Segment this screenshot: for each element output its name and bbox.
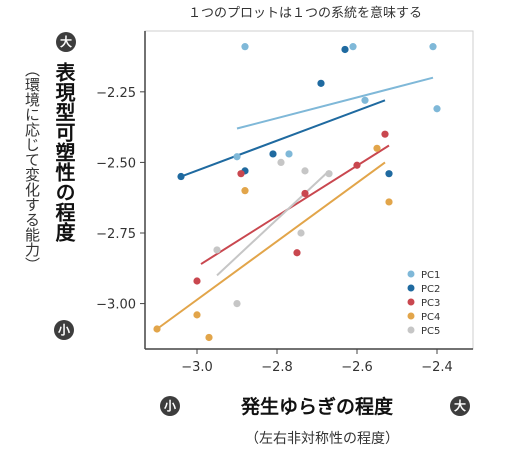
legend-label-pc2: PC2: [421, 284, 440, 295]
pc3-fit-line: [200, 144, 390, 265]
pc5-point: [297, 229, 305, 237]
plot-area: −3.0 −2.8 −2.6 −2.4 −2.25 −2.50 −2.75 −3.00: [96, 30, 474, 375]
pc1-point: [429, 43, 437, 51]
legend-marker-pc5: [407, 326, 415, 334]
legend-marker-pc3: [407, 298, 415, 306]
y-tick-label: −2.75: [96, 227, 136, 242]
pc4-point: [153, 325, 161, 333]
y-high-badge-label: 大: [60, 34, 72, 49]
pc1-fit-line: [236, 76, 434, 130]
pc4-point: [373, 144, 381, 152]
y-tick-label: −3.00: [96, 298, 136, 313]
pc4-point: [385, 198, 393, 206]
pc5-point: [233, 299, 241, 308]
x-tick-label: −3.0: [181, 360, 213, 375]
x-high-badge: [450, 396, 470, 416]
x-axis-subtitle: （左右非対称性の程度）: [245, 431, 399, 447]
pc1-point: [361, 96, 369, 104]
pc1-point: [241, 43, 249, 51]
fit-lines: [156, 76, 434, 330]
pc1-point: [433, 105, 441, 113]
x-axis-title-group: 小 発生ゆらぎの程度 大 （左右非対称性の程度）: [160, 395, 470, 447]
x-tick-label: −2.6: [341, 360, 373, 375]
axis-ticks: −3.0 −2.8 −2.6 −2.4 −2.25 −2.50 −2.75 −3.00: [96, 86, 453, 375]
y-low-badge: [54, 320, 74, 340]
legend-label-pc4: PC4: [421, 312, 440, 323]
x-low-badge: [160, 396, 180, 416]
pc2-point: [269, 150, 277, 158]
pc3-point: [193, 277, 201, 285]
legend-label-pc3: PC3: [421, 298, 440, 309]
pc2-point: [385, 170, 393, 178]
y-axis-title-group: 大 表現型可塑性の程度 （環境に応じて変化する能力） 小: [23, 32, 76, 340]
pc3-point: [381, 130, 389, 138]
x-high-badge-label: 大: [454, 398, 466, 413]
pc2-point: [317, 79, 325, 87]
y-low-badge-label: 小: [58, 322, 70, 337]
pc1-point: [285, 150, 293, 158]
pc1-point: [233, 153, 241, 161]
pc5-point: [277, 158, 285, 167]
legend-label-pc1: PC1: [421, 270, 440, 281]
chart-annotation: １つのプロットは１つの系統を意味する: [188, 5, 422, 21]
y-axis-title: 表現型可塑性の程度: [52, 61, 76, 243]
pc3-point: [301, 189, 309, 198]
pc4-point: [241, 187, 249, 195]
x-low-badge-label: 小: [164, 398, 176, 413]
pc3-point: [293, 249, 301, 257]
pc1-point: [349, 43, 357, 51]
legend-marker-pc1: [407, 270, 415, 278]
x-tick-label: −2.4: [421, 360, 453, 375]
x-tick-label: −2.8: [261, 360, 293, 375]
legend-marker-pc2: [407, 284, 415, 292]
legend-label-pc5: PC5: [421, 326, 440, 337]
pc2-fit-line: [180, 99, 386, 178]
pc2-point: [341, 45, 349, 54]
y-tick-label: −2.50: [96, 156, 136, 171]
pc4-fit-line: [156, 161, 386, 330]
pc5-point: [325, 170, 333, 178]
pc5-fit-line: [216, 170, 330, 277]
pc3-point: [353, 161, 361, 169]
pc5-point: [301, 167, 309, 175]
pc2-point: [177, 172, 185, 181]
data-points: [153, 43, 441, 342]
y-axis-subtitle: （環境に応じて変化する能力）: [23, 62, 41, 272]
y-tick-label: −2.25: [96, 86, 136, 101]
x-axis-title: 発生ゆらぎの程度: [240, 395, 394, 418]
legend-marker-pc4: [407, 312, 415, 320]
y-high-badge: [56, 32, 76, 52]
pc3-point: [237, 170, 245, 178]
pc4-point: [193, 311, 201, 319]
pc4-point: [205, 333, 213, 342]
pc5-point: [213, 246, 221, 254]
legend: PC1 PC2 PC3 PC4 PC5: [407, 270, 440, 337]
